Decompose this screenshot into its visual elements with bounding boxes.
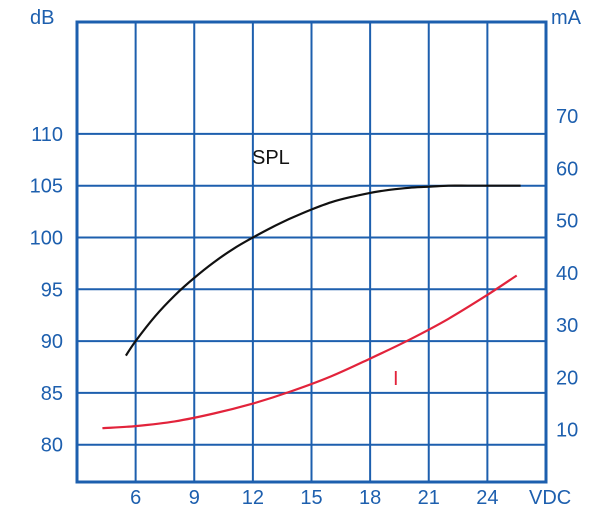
- x-axis-tick-label: 18: [359, 487, 381, 509]
- series-group: [102, 184, 521, 430]
- series-label-spl: SPL: [252, 147, 290, 169]
- plot-frame: [75, 20, 548, 484]
- right-axis-tick-label: 40: [556, 263, 578, 285]
- series-line-spl: [124, 184, 521, 357]
- right-axis-tick-label: 20: [556, 367, 578, 389]
- series-label-current: I: [393, 368, 399, 390]
- grid: [77, 22, 546, 482]
- right-axis-tick-label: 70: [556, 106, 578, 128]
- x-axis-tick-label: 12: [242, 487, 264, 509]
- right-axis-tick-label: 60: [556, 158, 578, 180]
- right-axis-unit: mA: [551, 7, 582, 29]
- x-axis-tick-label: 9: [189, 487, 200, 509]
- right-axis-tick-label: 10: [556, 420, 578, 442]
- left-axis-tick-label: 105: [30, 176, 63, 198]
- x-axis-ticks: 6 9 12 15 18 21 24: [130, 487, 498, 509]
- left-axis-tick-label: 100: [30, 227, 63, 249]
- x-axis-tick-label: 21: [418, 487, 440, 509]
- right-axis-ticks: 10 20 30 40 50 60 70: [556, 106, 578, 442]
- x-axis-tick-label: 15: [300, 487, 322, 509]
- right-axis-tick-label: 30: [556, 315, 578, 337]
- left-axis-tick-label: 80: [41, 435, 63, 457]
- left-axis-unit: dB: [30, 7, 54, 29]
- left-axis-tick-label: 90: [41, 331, 63, 353]
- left-axis-tick-label: 110: [31, 124, 63, 146]
- left-axis-ticks: 80 85 90 95 100 105 110: [30, 124, 63, 457]
- x-axis-tick-label: 24: [476, 487, 498, 509]
- left-axis-tick-label: 85: [41, 383, 63, 405]
- series-line-current: [102, 274, 518, 430]
- left-axis-tick-label: 95: [41, 279, 63, 301]
- x-axis-unit: VDC: [529, 487, 571, 509]
- right-axis-tick-label: 50: [556, 211, 578, 233]
- x-axis-tick-label: 6: [130, 487, 141, 509]
